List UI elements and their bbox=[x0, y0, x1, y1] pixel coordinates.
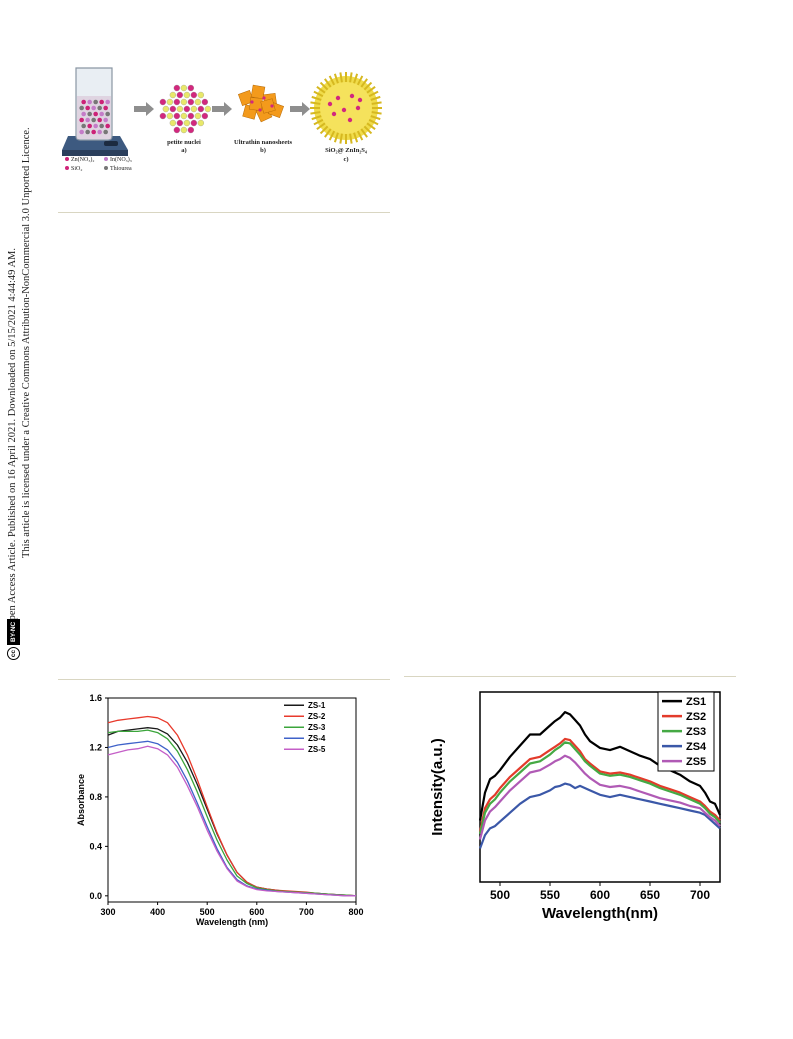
legend-thiourea: Thiourea bbox=[110, 166, 132, 172]
x-tick-label: 600 bbox=[249, 907, 264, 917]
legend-label-ZS5: ZS5 bbox=[686, 756, 706, 768]
step-c-caption: SiO₂@ ZnIn₂S₄ bbox=[325, 147, 367, 154]
beaker-icon bbox=[75, 67, 113, 141]
chart-legend: ZS1 ZS2 ZS3 ZS4 ZS5 bbox=[657, 691, 715, 772]
y-tick-label: 0.8 bbox=[89, 792, 102, 802]
arrow-icon bbox=[134, 102, 154, 116]
divider bbox=[404, 676, 736, 677]
x-tick-label: 300 bbox=[100, 907, 115, 917]
step-c-tag: c) bbox=[343, 156, 348, 163]
legend-label-ZS2: ZS2 bbox=[686, 711, 706, 723]
x-tick-label: 700 bbox=[299, 907, 314, 917]
step-a-tag: a) bbox=[181, 147, 186, 154]
plot-frame bbox=[107, 697, 357, 903]
x-tick-label: 700 bbox=[690, 888, 710, 902]
chart-legend: ZS-1 ZS-2 ZS-3 ZS-4 ZS-5 bbox=[284, 701, 326, 754]
series-line-ZS-3 bbox=[107, 729, 357, 897]
divider bbox=[58, 212, 390, 213]
step-b-caption: Ultrathin nanosheets bbox=[234, 139, 292, 146]
cc-license-badge[interactable]: cc BY-NC bbox=[6, 618, 20, 660]
y-tick-label: 1.6 bbox=[89, 693, 102, 703]
step-b-tag: b) bbox=[260, 147, 266, 154]
y-tick-label: 1.2 bbox=[89, 743, 102, 753]
x-tick-label: 400 bbox=[150, 907, 165, 917]
series-line-ZS4 bbox=[478, 782, 721, 849]
arrow-icon bbox=[212, 102, 232, 116]
y-tick-label: 0.4 bbox=[89, 842, 102, 852]
pl-intensity-chart: 500 550 600 650 700 Wavelength(nm) Intensity(a… bbox=[429, 691, 722, 922]
series-line-ZS2 bbox=[478, 737, 721, 832]
license-notice[interactable]: This article is licensed under a Creativ… bbox=[21, 127, 32, 558]
flower-sphere-icon bbox=[310, 72, 382, 144]
arrow-icon bbox=[290, 102, 310, 116]
x-axis-label: Wavelength(nm) bbox=[542, 905, 658, 922]
x-tick-label: 500 bbox=[490, 888, 510, 902]
divider bbox=[58, 679, 390, 680]
series-line-ZS5 bbox=[478, 754, 721, 840]
y-tick-label: 0.0 bbox=[89, 891, 102, 901]
license-sidebar: Open Access Article. Published on 16 Apr… bbox=[0, 0, 44, 680]
x-tick-label: 600 bbox=[590, 888, 610, 902]
legend-zn: Zn(NO₃)₂ bbox=[71, 156, 95, 163]
y-axis-label: Absorbance bbox=[76, 774, 86, 826]
legend-label-ZS4: ZS4 bbox=[686, 741, 707, 753]
x-tick-label: 800 bbox=[348, 907, 363, 917]
x-tick-label: 500 bbox=[200, 907, 215, 917]
synthesis-scheme: Zn(NO₃)₂ In(NO₃)₃ SiO₂ Thiourea petite n… bbox=[62, 67, 382, 172]
petite-nuclei-icon bbox=[159, 84, 212, 134]
step-a-caption: petite nuclei bbox=[167, 139, 201, 146]
legend-label-ZS1: ZS1 bbox=[686, 696, 706, 708]
cc-icon: cc bbox=[6, 647, 20, 660]
reactant-legend: Zn(NO₃)₂ In(NO₃)₃ SiO₂ Thiourea bbox=[65, 156, 132, 172]
y-axis-label: Intensity(a.u.) bbox=[429, 738, 446, 836]
nanosheets-icon bbox=[237, 84, 285, 123]
legend-sio2: SiO₂ bbox=[71, 166, 82, 172]
uv-vis-absorbance-chart: 300 400 500 600 700 800 0.0 0.4 0.8 1.2 1.6 Wavelen… bbox=[76, 693, 364, 927]
series-line-ZS-4 bbox=[107, 740, 356, 897]
series-line-ZS1 bbox=[478, 711, 722, 821]
legend-label-ZS-4: ZS-4 bbox=[308, 734, 326, 743]
legend-in: In(NO₃)₃ bbox=[110, 156, 132, 163]
access-notice: Open Access Article. Published on 16 Apr… bbox=[7, 247, 18, 628]
legend-label-ZS-5: ZS-5 bbox=[308, 745, 326, 754]
x-tick-label: 650 bbox=[640, 888, 660, 902]
series-line-ZS3 bbox=[478, 741, 721, 835]
by-nc-label: BY-NC bbox=[6, 618, 20, 645]
legend-label-ZS-3: ZS-3 bbox=[308, 723, 326, 732]
x-tick-label: 550 bbox=[540, 888, 560, 902]
legend-label-ZS3: ZS3 bbox=[686, 726, 706, 738]
series-line-ZS-5 bbox=[107, 745, 356, 897]
x-axis-label: Wavelength (nm) bbox=[196, 917, 268, 927]
legend-label-ZS-1: ZS-1 bbox=[308, 701, 326, 710]
legend-label-ZS-2: ZS-2 bbox=[308, 712, 326, 721]
